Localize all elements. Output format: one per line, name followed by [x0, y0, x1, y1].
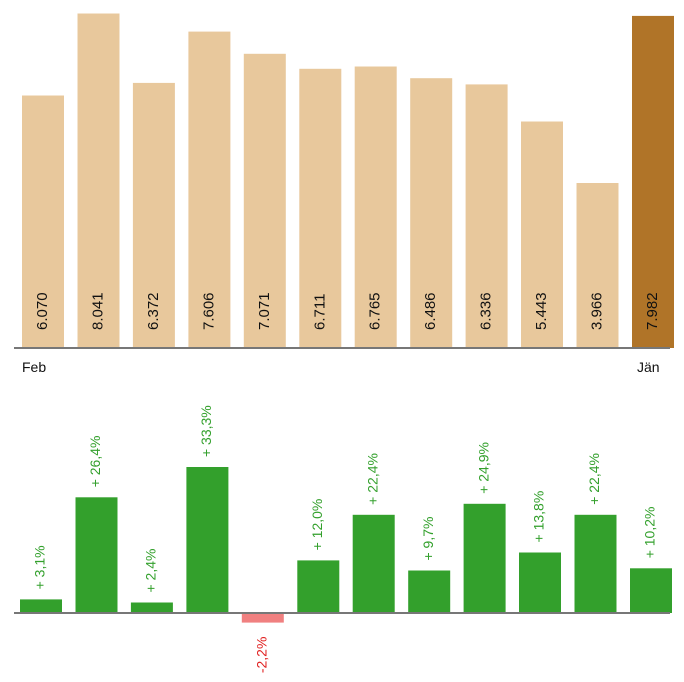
value-label: 6.765	[367, 292, 384, 330]
value-bar	[188, 31, 231, 348]
change-bar	[519, 552, 561, 613]
value-label: 6.070	[34, 292, 51, 330]
change-bar	[20, 599, 62, 613]
value-bar	[132, 82, 175, 349]
value-bar	[521, 121, 563, 348]
change-label: + 33,3%	[198, 405, 214, 457]
value-label: 7.071	[256, 292, 273, 330]
change-label: + 12,0%	[309, 499, 325, 551]
change-bar	[75, 497, 118, 613]
value-bar	[243, 53, 286, 349]
change-label: + 24,9%	[475, 442, 491, 494]
value-bar	[354, 66, 397, 348]
change-bar	[574, 514, 617, 613]
value-bar	[465, 84, 508, 349]
value-label: 6.711	[311, 294, 328, 330]
value-label: 7.606	[200, 292, 217, 330]
value-label: 7.982	[644, 292, 661, 330]
change-label: + 22,4%	[364, 453, 380, 505]
value-label: 6.336	[478, 292, 495, 330]
value-bar	[22, 95, 64, 348]
value-label: 8.041	[89, 292, 106, 330]
value-label: 5.443	[533, 292, 550, 330]
x-label-first: Feb	[22, 359, 46, 375]
change-bar	[352, 514, 395, 613]
change-bar	[463, 503, 506, 613]
value-bar	[632, 15, 674, 349]
change-label: + 26,4%	[87, 436, 103, 488]
change-label: + 10,2%	[642, 507, 658, 559]
x-label-last: Jän	[637, 359, 660, 375]
value-label: 3.966	[588, 292, 605, 330]
change-label: + 13,8%	[531, 491, 547, 543]
value-bar	[410, 78, 453, 348]
change-bar	[630, 568, 672, 613]
change-bar	[241, 613, 284, 623]
value-label: 6.486	[422, 292, 439, 330]
monthly-values-chart: 6.070 8.041 6.372 7.606 7.071 6.711 6.765 6.486…	[22, 13, 674, 349]
change-label: + 9,7%	[420, 517, 436, 561]
value-label: 6.372	[145, 292, 162, 330]
change-bar	[408, 570, 451, 613]
value-bar	[77, 13, 120, 348]
change-label: + 3,1%	[32, 545, 48, 589]
change-label: + 22,4%	[586, 453, 602, 505]
value-bar	[299, 68, 342, 349]
change-bar	[186, 467, 229, 613]
change-bar	[130, 602, 173, 613]
change-label: + 2,4%	[143, 549, 159, 593]
percent-change-chart: + 3,1% + 26,4% + 2,4% + 33,3% -2,2% + 12,0% + …	[20, 405, 672, 673]
change-bar	[297, 560, 340, 613]
value-bar	[576, 183, 619, 348]
change-label: -2,2%	[254, 637, 270, 674]
